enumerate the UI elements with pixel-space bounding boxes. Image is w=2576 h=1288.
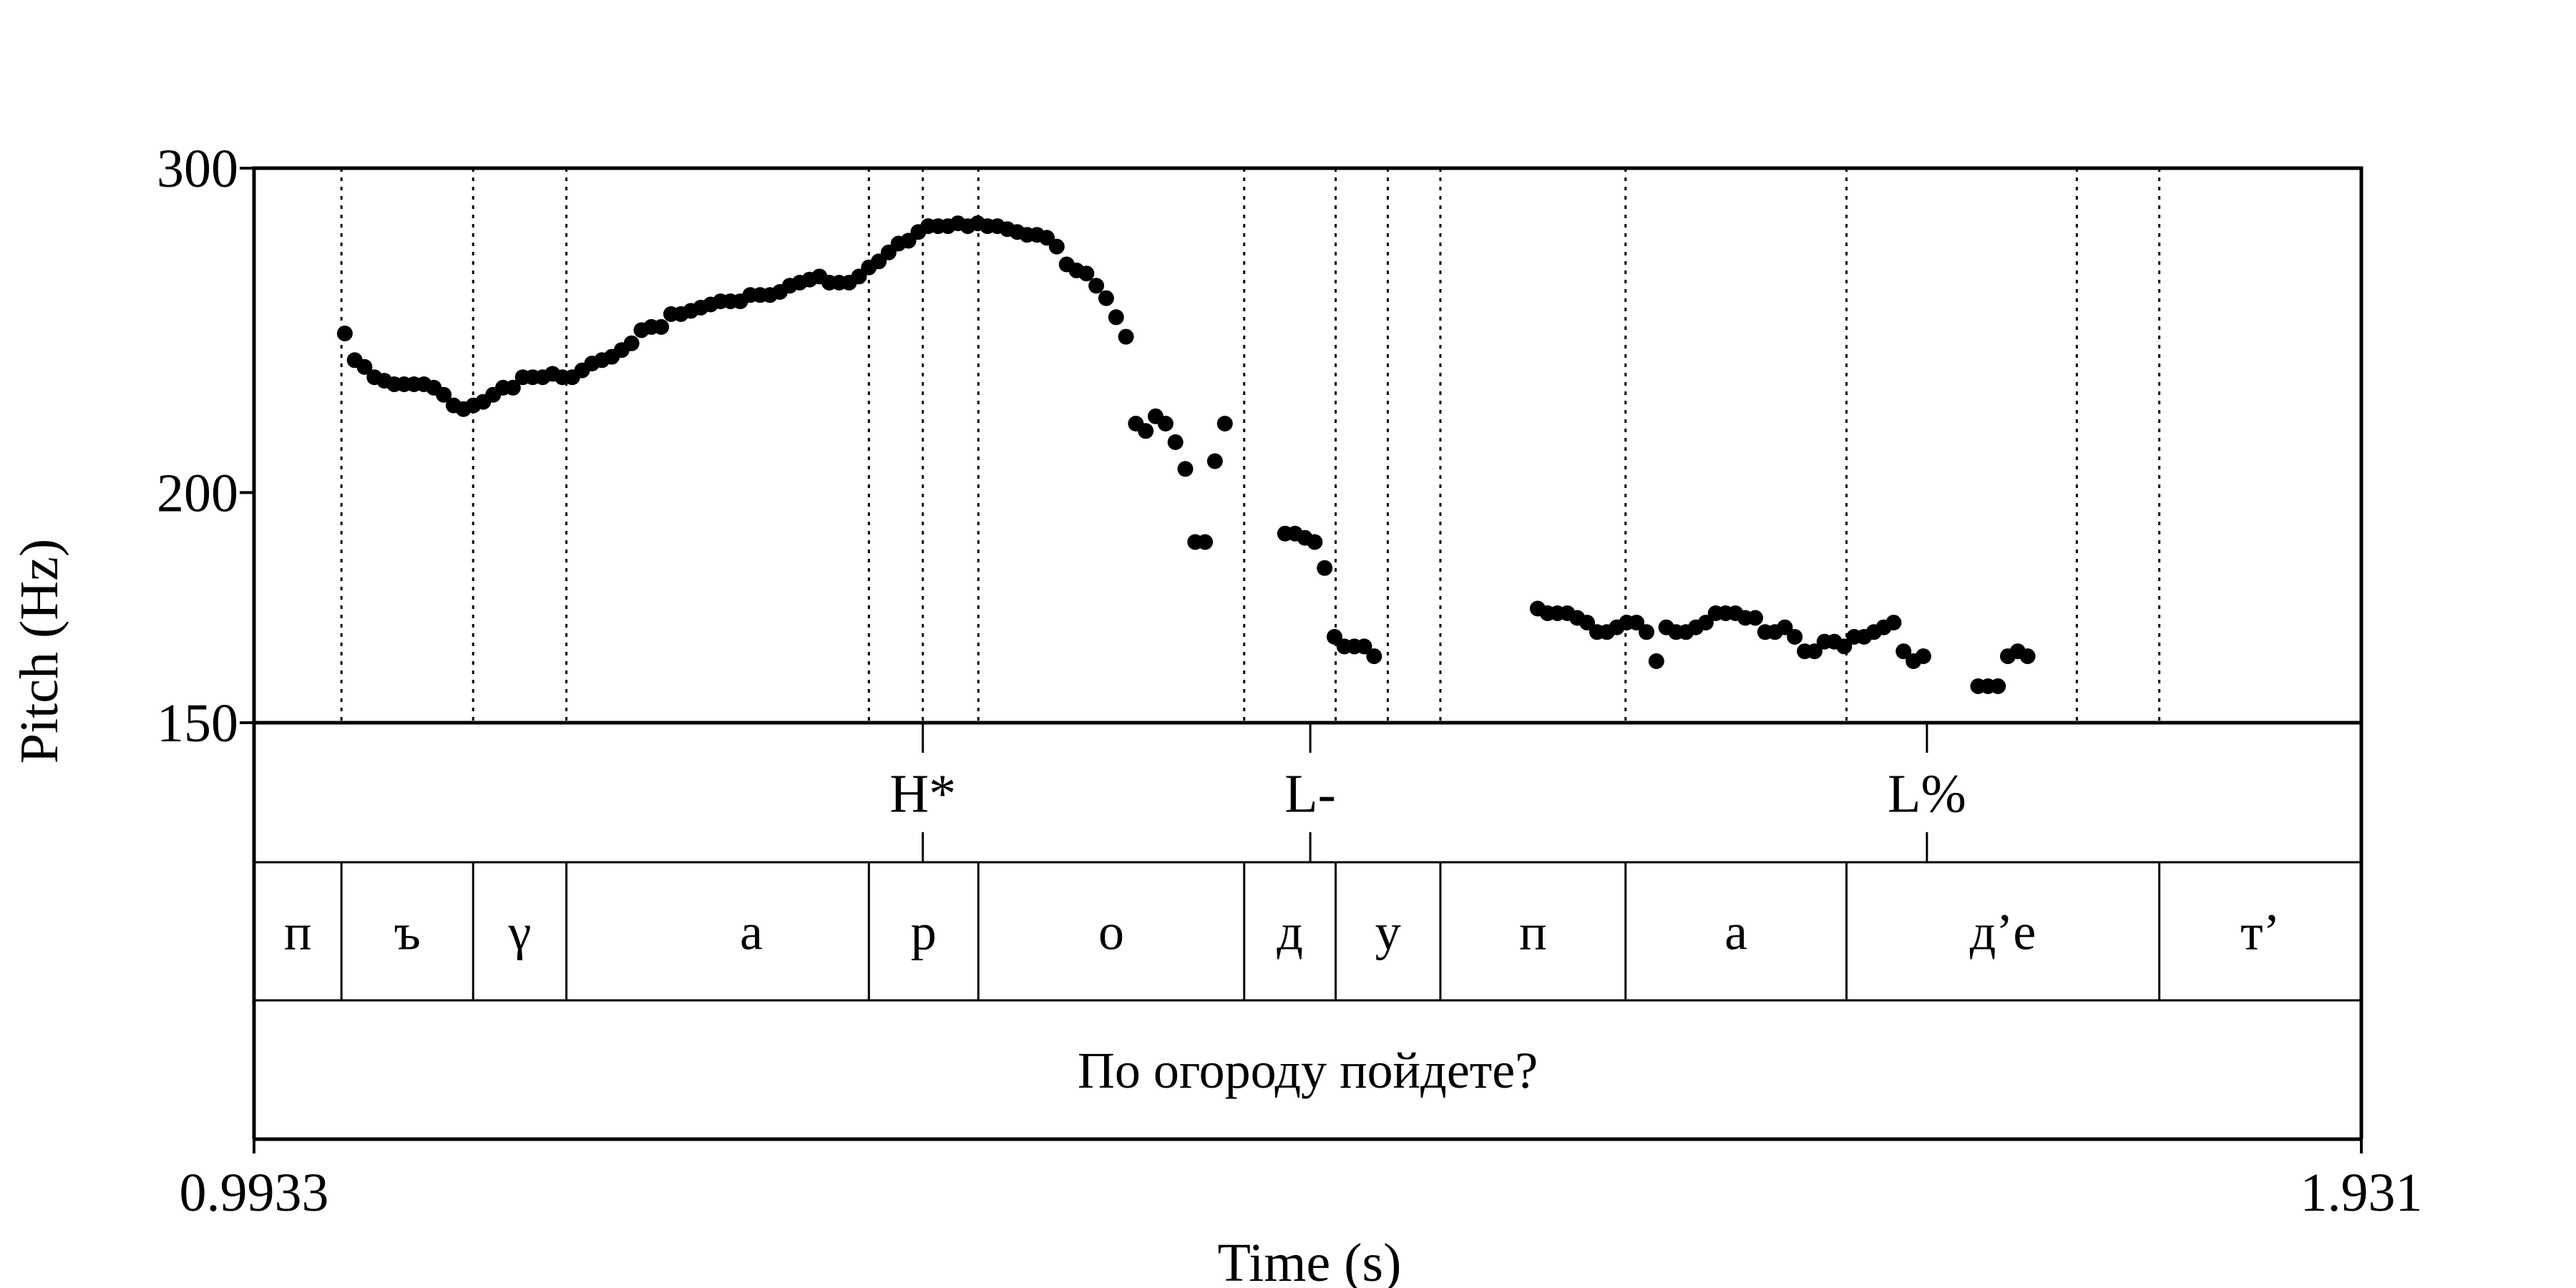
pitch-point-110 — [1629, 615, 1645, 631]
pitch-point-131 — [1836, 638, 1853, 655]
segment-label-1: ъ — [394, 904, 421, 961]
segment-label-0: п — [284, 904, 312, 961]
boundary-lines — [340, 168, 2161, 723]
pitch-points — [336, 215, 2036, 694]
sentence-label: По огороду пойдете? — [1078, 1042, 1538, 1099]
pitch-point-93 — [1307, 534, 1323, 550]
annotation-tiers: H* L- L% п ъ γ а р о д у п а д’е т’ По огороду пойдете? — [254, 723, 2361, 1099]
pitch-point-81 — [1138, 423, 1154, 439]
tone-label-0: H* — [889, 764, 956, 824]
pitch-point-77 — [1098, 290, 1114, 306]
pitch-point-111 — [1639, 624, 1654, 640]
segment-label-8: п — [1519, 904, 1547, 961]
pitch-point-75 — [1078, 265, 1095, 282]
pitch-frame — [252, 166, 2363, 725]
pitch-point-89 — [1216, 416, 1233, 431]
segment-label-5: о — [1098, 904, 1124, 961]
pitch-point-79 — [1118, 328, 1134, 345]
segment-label-7: у — [1375, 904, 1401, 961]
segment-label-11: т’ — [2240, 904, 2280, 961]
pitch-point-78 — [1108, 309, 1124, 326]
pitch-point-139 — [1915, 648, 1931, 665]
pitch-point-87 — [1197, 534, 1214, 550]
segment-label-4: р — [911, 904, 937, 961]
pitch-point-17 — [504, 379, 521, 396]
tone-label-1: L- — [1284, 764, 1336, 824]
pitch-point-2 — [356, 358, 373, 375]
pitch-point-84 — [1167, 434, 1184, 450]
tone-label-2: L% — [1888, 764, 1966, 824]
x-axis-label: Time (s) — [1218, 1233, 1402, 1288]
pitch-point-10 — [436, 386, 452, 403]
segment-label-2: γ — [507, 904, 531, 961]
segment-label-10: д’е — [1970, 904, 2036, 961]
pitch-point-32 — [653, 318, 670, 335]
y-tick-label-1: 200 — [157, 463, 238, 523]
axes: 300 200 150 0.9933 1.931 — [157, 139, 2423, 1223]
pitch-point-136 — [1885, 615, 1902, 631]
pitch-point-112 — [1648, 653, 1664, 669]
y-tick-label-0: 300 — [157, 139, 238, 199]
x-tick-label-1: 1.931 — [2301, 1163, 2423, 1223]
y-tick-label-2: 150 — [157, 693, 238, 753]
pitch-point-105 — [1579, 615, 1595, 631]
pitch-point-72 — [1048, 238, 1065, 255]
segment-label-9: а — [1724, 904, 1747, 961]
pitch-point-137 — [1896, 643, 1912, 660]
pitch-point-88 — [1206, 453, 1223, 469]
pitch-point-142 — [1990, 678, 2006, 694]
pitch-point-29 — [623, 335, 640, 351]
y-axis-label: Pitch (Hz) — [9, 539, 69, 763]
pitch-point-98 — [1356, 638, 1372, 655]
pitch-point-95 — [1327, 629, 1342, 645]
pitch-point-125 — [1777, 619, 1793, 635]
pitch-point-122 — [1747, 610, 1763, 626]
pitch-point-126 — [1787, 629, 1803, 645]
pitch-point-145 — [2019, 648, 2036, 665]
x-tick-label-0: 0.9933 — [180, 1163, 329, 1223]
pitch-point-76 — [1088, 278, 1105, 294]
pitch-point-83 — [1157, 416, 1174, 431]
pitch-point-85 — [1177, 461, 1194, 477]
pitch-point-94 — [1317, 560, 1333, 576]
pitch-point-128 — [1806, 643, 1823, 660]
segment-label-6: д — [1277, 904, 1303, 961]
pitch-point-117 — [1697, 615, 1714, 631]
pitch-point-99 — [1366, 648, 1382, 665]
pitch-point-0 — [336, 326, 353, 341]
segment-label-3: а — [740, 904, 763, 961]
